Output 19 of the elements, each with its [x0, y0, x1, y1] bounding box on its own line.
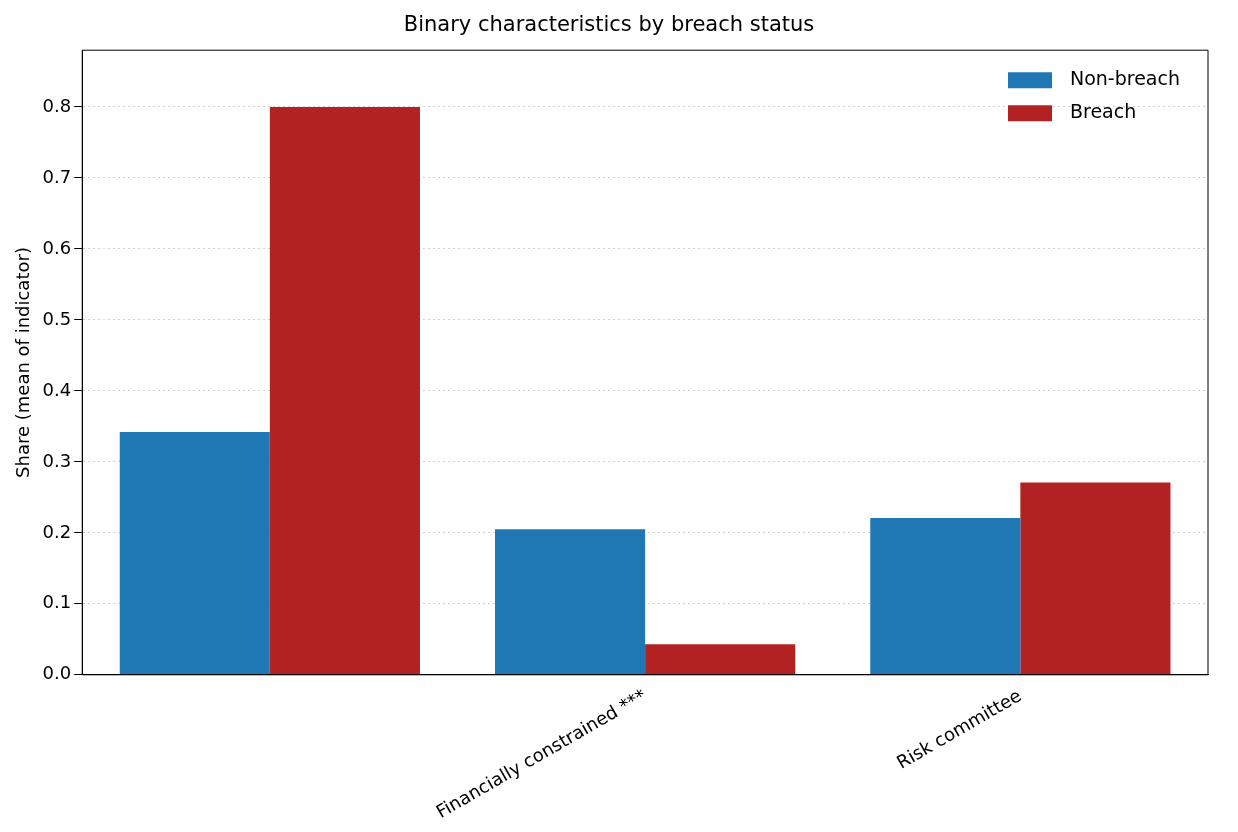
bar [119, 432, 270, 675]
bar [870, 517, 1021, 675]
bar [269, 106, 420, 675]
bar [495, 529, 646, 675]
bar [1020, 482, 1171, 675]
legend-label: Non-breach [1069, 67, 1180, 90]
y-tick-label: 0.8 [42, 94, 72, 116]
y-tick-label: 0.7 [42, 165, 72, 187]
y-tick-label: 0.1 [42, 591, 72, 613]
chart-title: Binary characteristics by breach status [403, 12, 815, 37]
legend-label: Breach [1069, 100, 1137, 123]
y-axis-title: Share (mean of indicator) [12, 247, 34, 478]
y-tick-label: 0.4 [42, 378, 72, 400]
bar [645, 644, 796, 675]
y-tick-label: 0.6 [42, 236, 72, 258]
y-tick-label: 0.3 [42, 449, 72, 471]
y-tick-label: 0.0 [42, 662, 72, 684]
y-tick-label: 0.5 [42, 307, 72, 329]
y-tick-label: 0.2 [42, 520, 72, 542]
